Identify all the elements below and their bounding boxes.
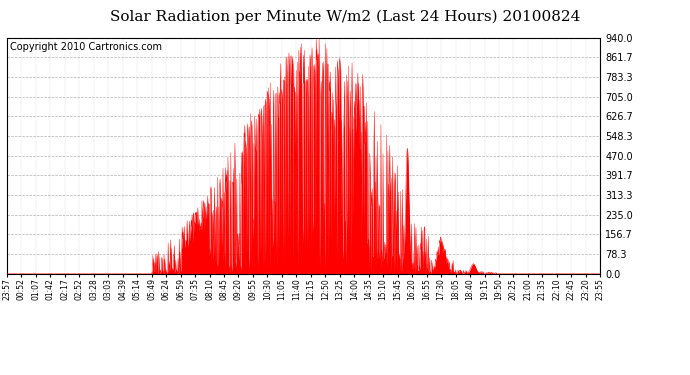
Text: Solar Radiation per Minute W/m2 (Last 24 Hours) 20100824: Solar Radiation per Minute W/m2 (Last 24… — [110, 9, 580, 24]
Text: Copyright 2010 Cartronics.com: Copyright 2010 Cartronics.com — [10, 42, 162, 52]
